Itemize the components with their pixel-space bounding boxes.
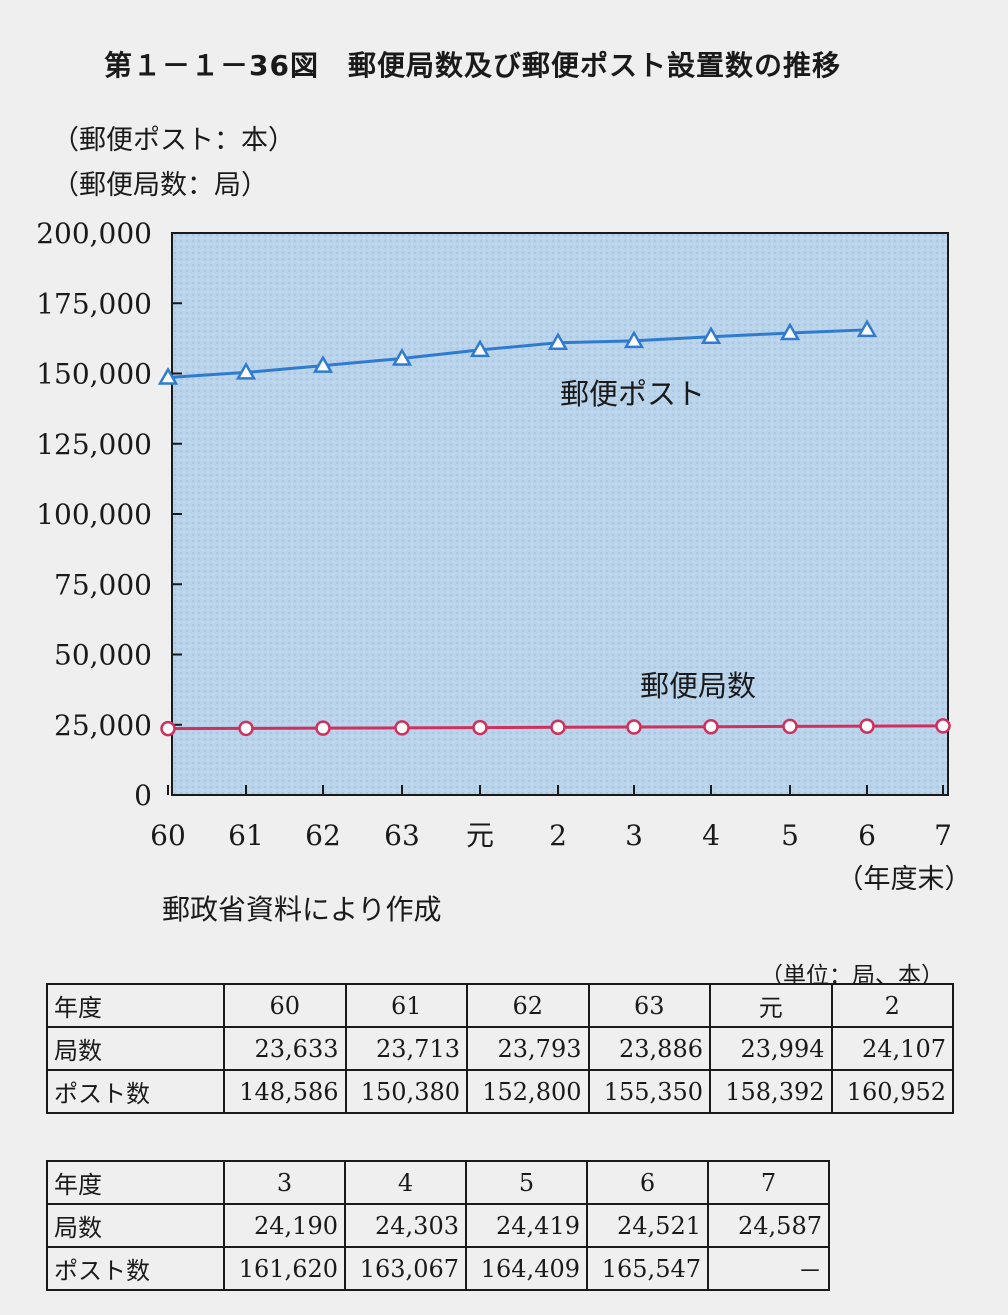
data-point-post bbox=[623, 330, 645, 349]
table-cell: 元 bbox=[709, 983, 833, 1028]
x-axis-unit: （年度末） bbox=[837, 864, 972, 890]
y-tick-label: 25,000 bbox=[54, 709, 152, 742]
y-tick-label: 125,000 bbox=[36, 428, 152, 461]
data-point-post bbox=[547, 332, 569, 350]
row-header: ポスト数 bbox=[46, 1069, 225, 1114]
table-cell: 150,380 bbox=[344, 1069, 468, 1114]
x-tick-label: 60 bbox=[150, 819, 186, 852]
data-point-office bbox=[238, 720, 254, 737]
table-cell: 152,800 bbox=[466, 1069, 590, 1114]
figure-title: 第１－１－36図 郵便局数及び郵便ポスト設置数の推移 bbox=[104, 49, 841, 82]
data-point-office bbox=[782, 718, 798, 735]
data-point-office bbox=[626, 719, 642, 735]
table-cell: 164,409 bbox=[465, 1246, 588, 1291]
data-point-office bbox=[394, 720, 410, 736]
data-table-2: 年度 3 4 5 6 7 局数 24,190 24,303 24,419 24,521 24,587 ポ… bbox=[46, 1160, 830, 1291]
series-line-post bbox=[167, 328, 868, 379]
y-tick-label: 175,000 bbox=[36, 287, 152, 320]
data-point-post bbox=[779, 322, 801, 341]
x-tick-label: 2 bbox=[549, 819, 567, 852]
y-tick-label: 0 bbox=[134, 779, 152, 812]
data-point-post bbox=[856, 319, 878, 338]
data-point-office bbox=[550, 719, 566, 736]
row-header: 局数 bbox=[46, 1026, 225, 1071]
x-tick-label: 元 bbox=[466, 819, 494, 852]
table-cell: 63 bbox=[587, 983, 711, 1028]
table-cell: 24,107 bbox=[830, 1026, 954, 1071]
y-tick-label: 150,000 bbox=[36, 358, 152, 391]
x-tick-label: 6 bbox=[858, 819, 876, 852]
data-table-1: 年度 60 61 62 63 元 2 局数 23,633 23,713 23,793 23,886 23… bbox=[46, 983, 954, 1114]
table-cell: 61 bbox=[344, 983, 468, 1028]
line-chart: 0 25,000 50,000 75,000 100,000 125,000 150,000… bbox=[36, 217, 972, 890]
table-cell: 24,419 bbox=[465, 1203, 588, 1248]
table-cell: 23,994 bbox=[709, 1026, 833, 1071]
data-point-post bbox=[700, 326, 722, 345]
x-tick-label: 63 bbox=[384, 819, 420, 852]
table-row: 局数 24,190 24,303 24,419 24,521 24,587 bbox=[46, 1203, 830, 1248]
data-point-post bbox=[312, 355, 334, 373]
y-tick-label: 200,000 bbox=[36, 217, 152, 250]
table-cell: 161,620 bbox=[223, 1246, 346, 1291]
x-tick-label: 7 bbox=[934, 819, 952, 852]
source-note: 郵政省資料により作成 bbox=[162, 893, 442, 926]
table-cell: 148,586 bbox=[223, 1069, 347, 1114]
row-header: 局数 bbox=[46, 1203, 225, 1248]
data-point-post bbox=[391, 347, 413, 366]
table-cell: 23,633 bbox=[223, 1026, 347, 1071]
table-cell: 23,886 bbox=[587, 1026, 711, 1071]
data-point-post bbox=[235, 361, 257, 380]
table-row: ポスト数 161,620 163,067 164,409 165,547 － bbox=[46, 1246, 830, 1291]
table-cell: 165,547 bbox=[586, 1246, 709, 1291]
data-point-office bbox=[935, 718, 951, 734]
table-header-row: 年度 3 4 5 6 7 bbox=[46, 1160, 830, 1205]
table-cell: 24,190 bbox=[223, 1203, 346, 1248]
table-cell: 60 bbox=[223, 983, 347, 1028]
row-header: 年度 bbox=[46, 1160, 225, 1205]
table-cell: 24,521 bbox=[586, 1203, 709, 1248]
data-point-office bbox=[315, 720, 331, 736]
table-cell: 24,303 bbox=[344, 1203, 467, 1248]
x-tick-label: 4 bbox=[702, 819, 720, 852]
data-point-office bbox=[160, 720, 176, 737]
x-tick-label: 61 bbox=[228, 819, 264, 852]
data-point-office bbox=[859, 718, 875, 734]
y-tick-label: 75,000 bbox=[54, 568, 152, 601]
series-label-post: 郵便ポスト bbox=[560, 377, 705, 411]
table-cell: 5 bbox=[465, 1160, 588, 1205]
row-header: 年度 bbox=[46, 983, 225, 1028]
y-axis-unit-office: （郵便局数：局） bbox=[52, 170, 268, 201]
table-cell: 24,587 bbox=[707, 1203, 830, 1248]
table-cell: 3 bbox=[223, 1160, 346, 1205]
table-cell: 158,392 bbox=[709, 1069, 833, 1114]
data-point-post bbox=[469, 339, 491, 358]
table-cell: 6 bbox=[586, 1160, 709, 1205]
table-cell: 2 bbox=[830, 983, 954, 1028]
table-cell: 7 bbox=[707, 1160, 830, 1205]
y-tick-label: 50,000 bbox=[54, 639, 152, 672]
x-tick-label: 5 bbox=[781, 819, 799, 852]
table-cell: 62 bbox=[466, 983, 590, 1028]
table-header-row: 年度 60 61 62 63 元 2 bbox=[46, 983, 954, 1028]
y-tick-label: 100,000 bbox=[36, 498, 152, 531]
table-cell: 163,067 bbox=[344, 1246, 467, 1291]
table-cell: 23,713 bbox=[344, 1026, 468, 1071]
plot-area bbox=[171, 232, 949, 796]
table-cell: 155,350 bbox=[587, 1069, 711, 1114]
row-header: ポスト数 bbox=[46, 1246, 225, 1291]
data-point-office bbox=[703, 718, 719, 735]
table-cell: － bbox=[707, 1246, 830, 1291]
table-row: 局数 23,633 23,713 23,793 23,886 23,994 24,107 bbox=[46, 1026, 954, 1071]
table-cell: 23,793 bbox=[466, 1026, 590, 1071]
table-row: ポスト数 148,586 150,380 152,800 155,350 158,392 1… bbox=[46, 1069, 954, 1114]
x-tick-label: 62 bbox=[305, 819, 341, 852]
data-point-post bbox=[157, 366, 179, 385]
series-label-office: 郵便局数 bbox=[640, 669, 756, 703]
y-axis-unit-post: （郵便ポスト：本） bbox=[52, 125, 295, 156]
x-tick-label: 3 bbox=[625, 819, 643, 852]
data-point-office bbox=[472, 719, 488, 736]
table-cell: 160,952 bbox=[830, 1069, 954, 1114]
table-cell: 4 bbox=[344, 1160, 467, 1205]
